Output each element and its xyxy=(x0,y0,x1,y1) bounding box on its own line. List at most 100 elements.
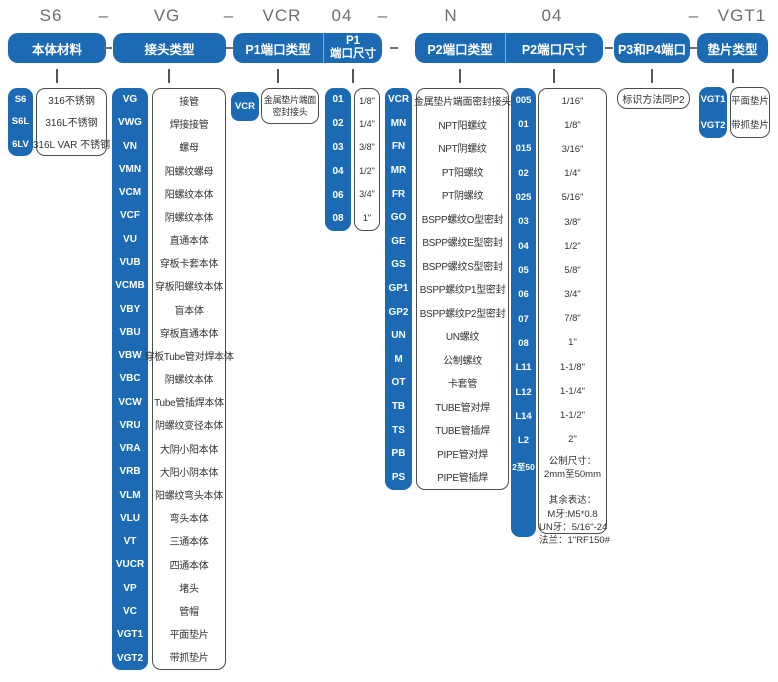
header-p3-p4-label: P3和P4端口 xyxy=(617,42,687,57)
material-desc-box: 316不锈钢 316L不锈钢 316L VAR 不锈钢 xyxy=(32,88,111,156)
gasket-desc: 平面垫片 xyxy=(731,96,770,108)
header-joint-type-label: 接头类型 xyxy=(144,42,195,57)
p2-type-code: VCR xyxy=(387,94,410,106)
p2-size-code: 025 xyxy=(515,191,532,203)
joint-type-desc: 直通本体 xyxy=(169,236,209,248)
p2-type-code: OT xyxy=(391,377,406,389)
joint-type-desc: 阴螺纹变径本体 xyxy=(155,421,223,433)
joint-type-desc: 螺母 xyxy=(179,143,199,155)
p1-size-desc: 1/4" xyxy=(359,119,375,130)
material-desc: 316L不锈钢 xyxy=(45,118,98,130)
tick-line xyxy=(168,69,170,83)
joint-type-code: VBC xyxy=(119,373,141,385)
p2-type-code: MN xyxy=(390,117,407,129)
p2-type-code: GE xyxy=(391,235,406,247)
p1-type-desc-box: 金属垫片端面 密封接头 xyxy=(261,88,319,124)
p2-size-code: 015 xyxy=(515,143,532,155)
joint-type-code: VLM xyxy=(119,489,141,501)
header-body-material: 本体材料 xyxy=(8,33,106,63)
joint-type-code: VT xyxy=(123,536,137,548)
p2-type-desc: BSPP螺纹S型密封 xyxy=(422,261,503,273)
part-number-segment: – xyxy=(377,6,389,25)
p2-type-code: FN xyxy=(391,141,406,153)
p2-type-code: GP1 xyxy=(388,283,409,295)
p2-size-desc: 2" xyxy=(568,434,577,446)
connector-dash xyxy=(226,47,234,49)
gasket-code: VGT2 xyxy=(700,119,726,131)
p2-size-desc: 3/16" xyxy=(561,143,584,155)
tick-line xyxy=(459,69,461,83)
material-desc: 316L VAR 不锈钢 xyxy=(32,139,111,151)
joint-type-desc: 管帽 xyxy=(179,606,199,618)
p2-size-desc: 1-1/4" xyxy=(559,385,586,397)
p2-size-metric-line: 公制尺寸： xyxy=(548,455,597,467)
connector-dash xyxy=(390,47,398,49)
p1-size-code: 06 xyxy=(332,189,344,201)
joint-type-desc: 弯头本体 xyxy=(169,514,209,526)
material-code: S6 xyxy=(14,93,27,105)
p2-type-desc: 公制螺纹 xyxy=(443,355,482,367)
p2-type-desc: PT阳螺纹 xyxy=(441,167,484,179)
p2-size-code-rows: 005 01 015 02 025 03 04 05 06 07 08 L11 L12 L14 L2 xyxy=(511,88,536,453)
p2-size-metric-line: 其余表达： xyxy=(548,495,597,507)
p1-size-desc: 1" xyxy=(362,212,372,223)
p2-type-code: PS xyxy=(391,471,406,483)
joint-type-desc: 大阴小阳本体 xyxy=(159,444,219,456)
p2-size-metric-line: 2mm至50mm xyxy=(543,469,601,481)
material-code-column: S6 S6L 6LV xyxy=(8,88,33,156)
p1-size-code: 01 xyxy=(332,94,344,106)
p2-size-metric-line xyxy=(539,481,606,494)
p2-size-desc: 1" xyxy=(568,337,577,349)
joint-type-code: VUB xyxy=(119,256,141,268)
p2-type-code: PB xyxy=(391,448,406,460)
joint-type-desc: 阳螺纹本体 xyxy=(164,189,214,201)
connector-dash xyxy=(605,47,613,49)
joint-type-code: VU xyxy=(123,233,137,245)
joint-type-code: VCF xyxy=(120,210,140,222)
joint-type-code: VC xyxy=(123,605,137,617)
p2-size-metric-line: M牙:M5*0.8 xyxy=(547,508,598,520)
p3-p4-note-box: 标识方法同P2 xyxy=(617,88,690,109)
tick-line xyxy=(651,69,653,83)
part-number-segment: N xyxy=(444,6,458,25)
connector-dash xyxy=(690,47,698,49)
header-p2-port-type-label: P2端口类型 xyxy=(427,42,493,57)
header-p2-port-size-label: P2端口尺寸 xyxy=(521,42,588,57)
material-desc: 316不锈钢 xyxy=(48,96,95,108)
p2-type-desc: PIPE管插焊 xyxy=(437,473,488,485)
p2-size-code: L12 xyxy=(515,386,532,398)
p2-size-code: 06 xyxy=(518,289,529,301)
part-number-segment: – xyxy=(98,6,110,25)
p2-size-desc: 1-1/2" xyxy=(559,410,586,422)
joint-type-code: VGT2 xyxy=(116,652,144,664)
header-p1-group: P1端口类型 P1 端口尺寸 xyxy=(233,33,382,63)
joint-type-code: VP xyxy=(123,582,137,594)
p2-size-code: 08 xyxy=(518,337,529,349)
part-number-segment: 04 xyxy=(541,6,563,25)
p2-size-code: 05 xyxy=(518,264,529,276)
joint-type-desc: 穿板Tube管对焊本体 xyxy=(144,351,234,363)
p1-size-desc-box: 1/8" 1/4" 3/8" 1/2" 3/4" 1" xyxy=(354,88,380,231)
part-number-segment: VG xyxy=(153,6,181,25)
joint-type-code: VCM xyxy=(118,187,142,199)
joint-type-desc: 四通本体 xyxy=(169,560,209,572)
joint-type-code-column: VG VWG VN VMN VCM VCF VU VUB VCMB VBY VBU VBW VBC VCW… xyxy=(112,88,148,670)
gasket-desc-box: 平面垫片 带抓垫片 xyxy=(730,87,770,138)
p2-type-desc: BSPP螺纹O型密封 xyxy=(421,214,504,226)
p2-type-desc: 卡套管 xyxy=(447,379,478,391)
tick-line xyxy=(553,69,555,83)
material-code: 6LV xyxy=(12,138,29,150)
p2-type-desc: NPT阴螺纹 xyxy=(438,144,487,156)
p2-size-code: 04 xyxy=(518,240,529,252)
joint-type-desc-box: 接管 焊接接管 螺母 阳螺纹螺母 阳螺纹本体 阴螺纹本体 直通本体 穿板卡套本体 穿板阳螺纹本体… xyxy=(144,88,234,670)
p2-type-code: GP2 xyxy=(388,306,409,318)
p2-type-code: FR xyxy=(391,188,406,200)
p2-size-metric-code: 2至50 xyxy=(512,461,535,472)
header-joint-type: 接头类型 xyxy=(113,33,226,63)
header-p1-size-line2: 端口尺寸 xyxy=(330,48,376,60)
p2-size-desc: 3/8" xyxy=(564,216,581,228)
p2-type-code: TS xyxy=(392,424,405,436)
joint-type-desc: 堵头 xyxy=(179,583,199,595)
header-p1-port-size: P1 端口尺寸 xyxy=(324,33,382,63)
